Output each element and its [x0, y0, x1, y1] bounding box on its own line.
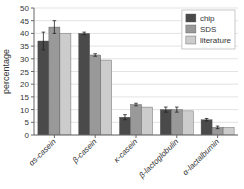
- legend-swatch: [186, 36, 196, 44]
- error-bar-cap: [216, 128, 220, 129]
- bar: [212, 127, 223, 135]
- error-bar-cap: [93, 56, 97, 57]
- bar: [119, 117, 130, 135]
- legend: chip SDS literature: [182, 10, 235, 49]
- bar: [49, 27, 60, 135]
- error-bar: [205, 118, 209, 121]
- error-bar-cap: [123, 114, 127, 115]
- error-bar-cap: [82, 34, 86, 35]
- bar: [223, 127, 234, 135]
- error-bar-cap: [164, 112, 168, 113]
- y-tick-label: 10: [20, 106, 29, 115]
- x-tick: [54, 135, 55, 138]
- error-bar-stem: [176, 107, 177, 112]
- error-bar-cap: [123, 119, 127, 120]
- error-bar-cap: [175, 107, 179, 108]
- y-tick-label: 45: [20, 17, 29, 26]
- error-bar-stem: [54, 21, 55, 34]
- bar: [171, 110, 182, 135]
- x-tick-label: β-lactoglobulin: [137, 137, 181, 181]
- bar: [90, 55, 101, 135]
- legend-swatch: [186, 14, 196, 22]
- y-tick-label: 0: [25, 131, 30, 140]
- bar: [182, 111, 193, 135]
- y-axis-line: [34, 8, 35, 135]
- legend-label: chip: [200, 14, 215, 23]
- bar: [60, 33, 71, 135]
- x-tick-label: α-lactalbumin: [181, 137, 221, 177]
- x-tick: [217, 135, 218, 138]
- x-tick-label: β-casein: [70, 137, 99, 166]
- y-tick-label: 20: [20, 80, 29, 89]
- bar: [130, 105, 141, 135]
- error-bar: [164, 107, 168, 112]
- y-tick-label: 30: [20, 55, 29, 64]
- error-bar-cap: [205, 118, 209, 119]
- legend-frame: [182, 10, 235, 49]
- y-tick-label: 15: [20, 93, 29, 102]
- error-bar-stem: [124, 115, 125, 120]
- bar: [142, 107, 153, 135]
- legend-label: SDS: [200, 25, 216, 34]
- error-bar: [134, 103, 138, 106]
- y-tick-label: 35: [20, 42, 29, 51]
- x-tick-label: αs-casein: [27, 137, 58, 168]
- error-bar-cap: [216, 126, 220, 127]
- legend-label: literature: [200, 36, 232, 45]
- legend-swatch: [186, 25, 196, 33]
- grid-line: [34, 8, 238, 9]
- error-bar-stem: [43, 32, 44, 50]
- error-bar-cap: [82, 32, 86, 33]
- error-bar-cap: [42, 32, 46, 33]
- y-tick-label: 40: [20, 29, 29, 38]
- error-bar-cap: [175, 112, 179, 113]
- y-tick-label: 25: [20, 68, 29, 77]
- error-bar: [42, 32, 46, 50]
- y-axis-label: percentage: [1, 49, 11, 94]
- error-bar: [53, 21, 57, 34]
- chart: 0 5 10 15 20 25 30 35 40 45 50 percentage αs-casein β…: [0, 0, 244, 189]
- bar: [38, 41, 49, 135]
- y-tick-label: 50: [20, 4, 29, 13]
- error-bar: [123, 115, 127, 120]
- bar: [101, 60, 112, 135]
- error-bar-cap: [53, 20, 57, 21]
- x-tick: [95, 135, 96, 138]
- x-tick: [176, 135, 177, 138]
- error-bar: [82, 32, 86, 35]
- error-bar-cap: [205, 121, 209, 122]
- error-bar: [175, 107, 179, 112]
- error-bar: [216, 126, 220, 129]
- error-bar-cap: [134, 105, 138, 106]
- bar: [79, 33, 90, 135]
- plot-area: [38, 21, 234, 135]
- error-bar-cap: [134, 103, 138, 104]
- error-bar-cap: [53, 33, 57, 34]
- error-bar-cap: [93, 53, 97, 54]
- y-tick-label: 5: [25, 118, 30, 127]
- x-tick-label: κ-casein: [112, 137, 140, 165]
- error-bar-cap: [42, 49, 46, 50]
- error-bar: [93, 54, 97, 57]
- error-bar-stem: [165, 107, 166, 112]
- error-bar-cap: [164, 107, 168, 108]
- bar: [160, 110, 171, 135]
- x-tick: [136, 135, 137, 138]
- bar: [201, 120, 212, 135]
